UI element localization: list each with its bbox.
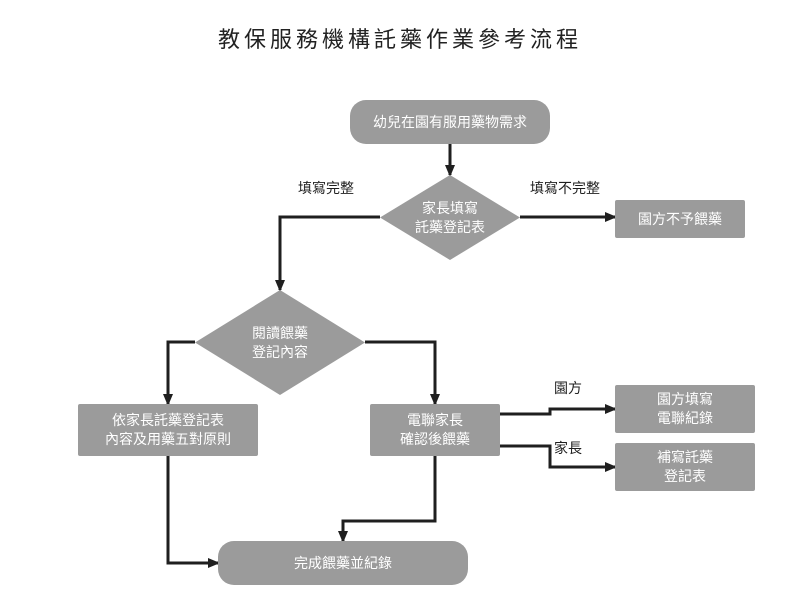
edge-d2-left-leftA xyxy=(168,342,195,404)
edge-label-d1-right-reject: 填寫不完整 xyxy=(530,178,600,198)
flowchart-canvas: { "type": "flowchart", "title": { "text"… xyxy=(0,0,800,612)
node-leftA: 依家長託藥登記表 內容及用藥五對原則 xyxy=(78,404,258,456)
page-title: 教保服務機構託藥作業參考流程 xyxy=(0,22,800,54)
node-recPh: 園方填寫 電聯紀錄 xyxy=(615,385,755,433)
edge-leftA-to-done xyxy=(168,456,218,563)
edge-label-call-to-recPh: 園方 xyxy=(554,378,582,398)
edge-callP-to-done xyxy=(343,456,435,541)
node-reject: 園方不予餵藥 xyxy=(615,200,745,238)
edge-d2-right-callP xyxy=(365,342,435,404)
node-d1: 家長填寫 託藥登記表 xyxy=(380,175,520,260)
node-callP: 電聯家長 確認後餵藥 xyxy=(370,404,500,456)
edge-label-d1-left-d2: 填寫完整 xyxy=(298,178,354,198)
node-d2-label: 閱讀餵藥 登記內容 xyxy=(195,290,365,395)
node-start: 幼兒在園有服用藥物需求 xyxy=(350,100,550,144)
node-d1-label: 家長填寫 託藥登記表 xyxy=(380,175,520,260)
edge-label-call-to-supp: 家長 xyxy=(554,438,582,458)
edge-d1-left-d2 xyxy=(280,217,380,290)
edge-call-to-recPh xyxy=(500,409,615,414)
node-supp: 補寫託藥 登記表 xyxy=(615,443,755,491)
edges-layer xyxy=(0,0,800,612)
node-done: 完成餵藥並紀錄 xyxy=(218,541,468,585)
node-d2: 閱讀餵藥 登記內容 xyxy=(195,290,365,395)
